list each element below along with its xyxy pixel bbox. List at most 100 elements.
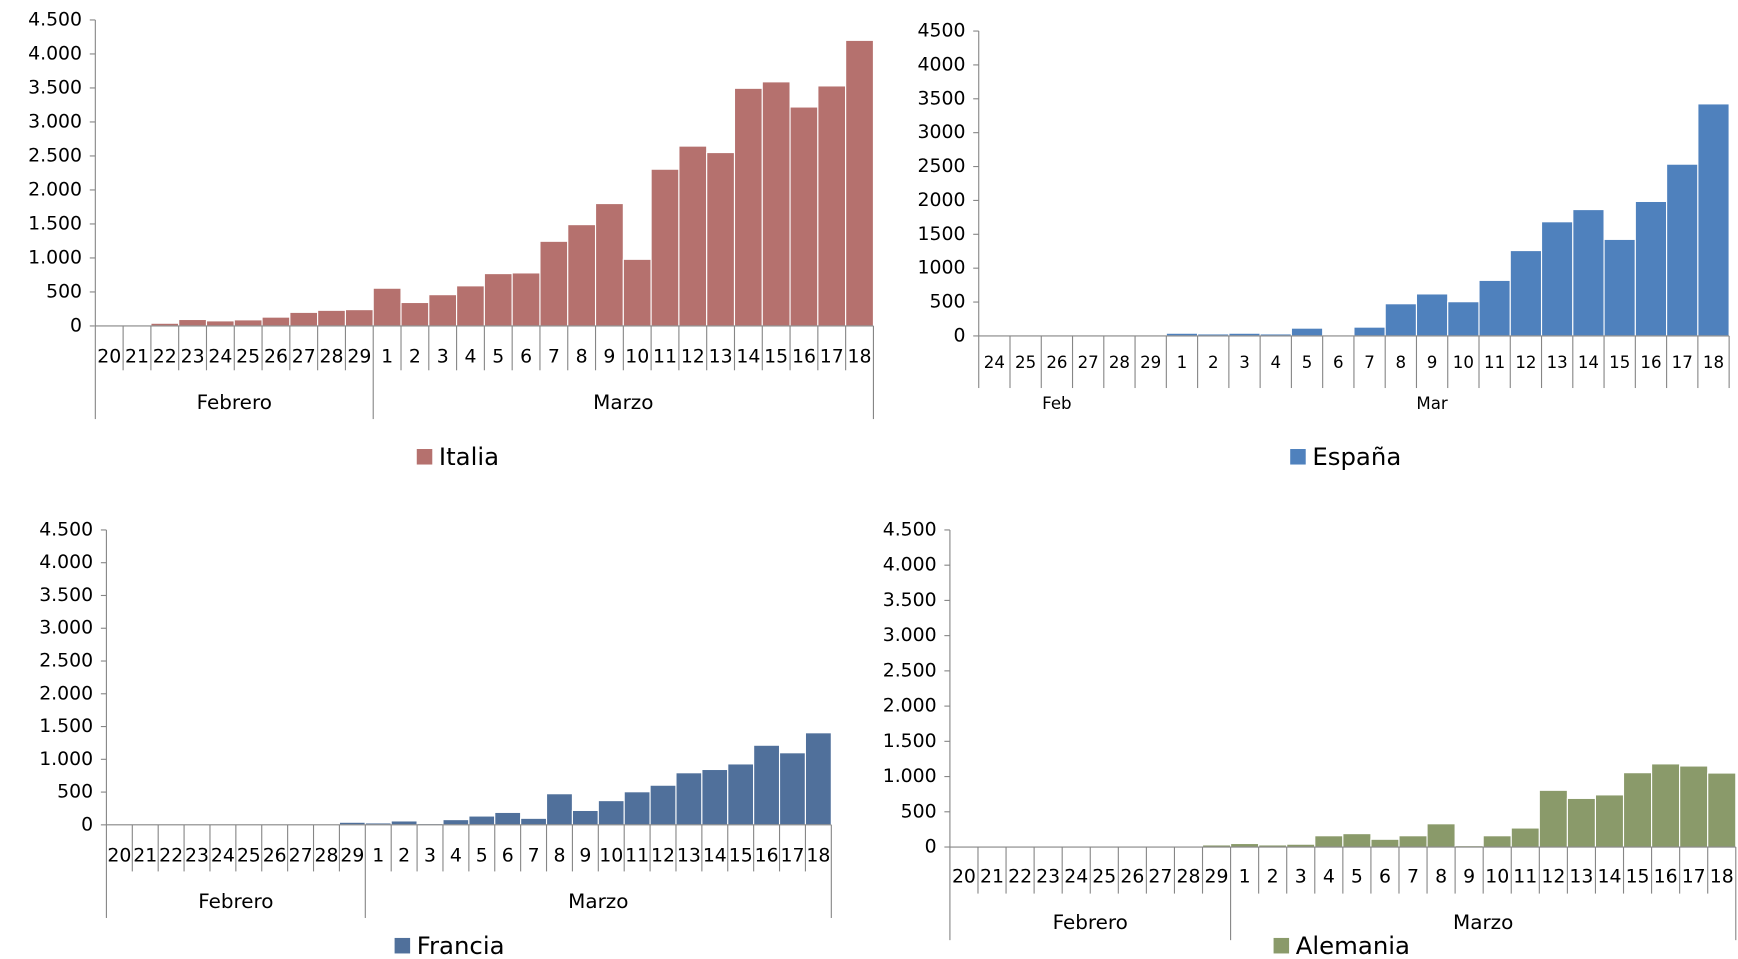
x-tick-label: 6 [520,346,532,367]
x-tick-label: 17 [1682,866,1706,887]
bar [623,791,651,826]
y-tick-label: 4500 [918,21,966,42]
bar [372,287,402,327]
y-tick-label: 500 [57,782,93,803]
x-tick-label: 11 [1484,353,1505,372]
bar [649,784,677,826]
y-tick-label: 0 [925,837,937,858]
x-tick-label: 23 [185,845,209,866]
bar [1540,221,1574,337]
bar [1651,763,1681,848]
bar [778,752,806,826]
bar [571,809,599,826]
bar [442,819,470,826]
bar [1510,827,1540,848]
x-tick-label: 5 [1302,353,1313,372]
bar [233,319,263,327]
group-label: Febrero [1053,910,1128,934]
x-tick-label: 21 [980,866,1004,887]
x-tick-label: 28 [1176,866,1200,887]
x-tick-label: 17 [1672,353,1693,372]
x-tick-label: 21 [133,845,157,866]
legend-label: Italia [439,442,499,471]
x-tick-label: 26 [263,845,287,866]
x-tick-label: 11 [653,346,677,367]
x-tick-label: 7 [548,346,560,367]
x-tick-label: 22 [1008,866,1032,887]
bar [545,793,573,826]
bar [727,763,755,826]
bar [733,87,763,327]
x-tick-label: 5 [1351,866,1363,887]
x-tick-label: 10 [1485,866,1509,887]
y-tick-label: 0 [953,325,965,346]
bar [845,39,874,327]
y-tick-label: 4.500 [39,519,93,540]
bar [205,320,235,327]
bar [650,168,680,327]
x-tick-label: 28 [320,346,344,367]
x-tick-label: 13 [1569,866,1593,887]
y-tick-label: 3500 [918,88,966,109]
bar [261,316,291,327]
x-tick-label: 1 [381,346,393,367]
bar [701,768,729,826]
bar [390,820,418,826]
bar [761,81,791,327]
y-tick-label: 1.500 [39,716,93,737]
x-tick-label: 25 [237,845,261,866]
x-tick-label: 24 [984,353,1005,372]
x-tick-label: 11 [625,845,649,866]
x-tick-label: 18 [1703,353,1724,372]
bar [539,240,569,327]
x-tick-label: 9 [603,346,615,367]
bar [1538,789,1568,848]
group-label: Febrero [198,889,273,913]
x-tick-label: 14 [703,845,727,866]
legend-swatch [394,937,411,954]
legend-swatch [1290,449,1306,465]
x-tick-label: 2 [409,346,421,367]
x-tick-label: 2 [398,845,410,866]
x-tick-label: 16 [755,845,779,866]
bar [1384,303,1418,337]
y-tick-label: 3.500 [39,585,93,606]
x-tick-label: 12 [681,346,705,367]
bar [1447,301,1480,337]
x-tick-label: 3 [424,845,436,866]
x-tick-label: 6 [1333,353,1344,372]
x-tick-label: 29 [347,346,371,367]
bar [1426,823,1456,848]
y-tick-label: 4.500 [28,9,82,30]
legend-label: España [1312,442,1401,471]
bar [468,815,496,826]
bar [1342,833,1372,848]
bar [567,224,597,327]
x-tick-label: 11 [1513,866,1537,887]
x-tick-label: 1 [1239,866,1251,887]
x-tick-label: 27 [1148,866,1172,887]
x-tick-label: 4 [1323,866,1335,887]
bar [400,301,430,327]
y-tick-label: 500 [929,292,965,313]
group-label: Marzo [1453,910,1513,934]
x-tick-label: 5 [476,845,488,866]
legend-swatch [1273,937,1290,954]
y-tick-label: 4.500 [883,519,937,540]
bar [675,772,703,826]
y-tick-label: 4.000 [28,43,82,64]
bar [1370,838,1400,848]
x-tick-label: 4 [1270,353,1281,372]
x-tick-label: 14 [1578,353,1599,372]
x-tick-label: 26 [1120,866,1144,887]
group-label: Marzo [568,889,628,913]
x-tick-label: 13 [709,346,733,367]
y-tick-label: 1.000 [883,766,937,787]
x-tick-label: 4 [464,346,476,367]
x-tick-label: 20 [952,866,976,887]
x-tick-label: 26 [264,346,288,367]
bar [1482,835,1512,848]
x-tick-label: 9 [1427,353,1438,372]
x-tick-label: 6 [502,845,514,866]
x-tick-label: 3 [1239,353,1250,372]
